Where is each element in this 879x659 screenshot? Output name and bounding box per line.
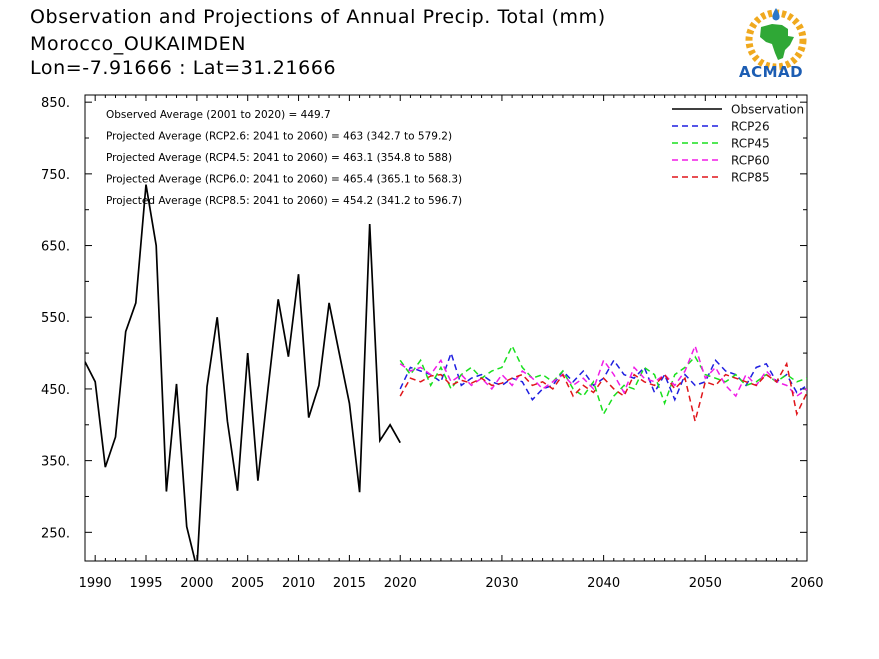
y-tick-label: 550. xyxy=(41,311,70,326)
annotation-text: Projected Average (RCP8.5: 2041 to 2060)… xyxy=(106,195,462,207)
chart-title: Observation and Projections of Annual Pr… xyxy=(30,6,606,28)
legend-label: RCP85 xyxy=(731,171,770,185)
annotation-text: Observed Average (2001 to 2020) = 449.7 xyxy=(106,109,331,121)
y-tick-label: 750. xyxy=(41,168,70,183)
series-line-observation xyxy=(85,184,401,561)
x-tick-label: 2050 xyxy=(689,576,722,591)
x-tick-label: 2000 xyxy=(180,576,213,591)
data-series xyxy=(85,184,807,561)
series-line-rcp60 xyxy=(399,343,807,398)
annotations: Observed Average (2001 to 2020) = 449.7 P… xyxy=(106,109,462,207)
x-tick-label: 2015 xyxy=(333,576,366,591)
plot-frame xyxy=(84,94,808,562)
legend-label: RCP45 xyxy=(731,137,770,151)
station-name: Morocco_OUKAIMDEN xyxy=(30,33,247,55)
y-tick-label: 250. xyxy=(41,526,70,541)
x-tick-labels: 1990 1995 2000 2005 2010 2015 2020 2030 2040 2050… xyxy=(79,576,824,591)
annotation-text: Projected Average (RCP2.6: 2041 to 2060)… xyxy=(106,131,452,143)
station-coordinates: Lon=-7.91666 : Lat=31.21666 xyxy=(30,57,337,79)
x-tick-label: 2030 xyxy=(485,576,518,591)
axis-ticks xyxy=(84,95,808,561)
x-tick-label: 2060 xyxy=(790,576,823,591)
x-tick-label: 2010 xyxy=(282,576,315,591)
y-tick-label: 650. xyxy=(41,240,70,255)
y-tick-labels: 250. 350. 450. 550. 650. 750. 850. xyxy=(41,96,70,541)
series-line-rcp45 xyxy=(399,344,807,416)
series-line-rcp26 xyxy=(399,350,807,402)
legend-label: RCP26 xyxy=(731,120,770,134)
x-tick-label: 2005 xyxy=(231,576,264,591)
series-line-rcp85 xyxy=(399,361,807,422)
x-tick-label: 2040 xyxy=(587,576,620,591)
x-tick-label: 1990 xyxy=(79,576,112,591)
legend: Observation RCP26 RCP45 RCP60 RCP85 xyxy=(672,103,804,185)
y-tick-label: 450. xyxy=(41,383,70,398)
logo-text: ACMAD xyxy=(739,63,804,81)
legend-label: Observation xyxy=(731,103,804,117)
y-tick-label: 350. xyxy=(41,455,70,470)
legend-label: RCP60 xyxy=(731,154,770,168)
x-tick-label: 2020 xyxy=(384,576,417,591)
y-tick-label: 850. xyxy=(41,96,70,111)
annotation-text: Projected Average (RCP6.0: 2041 to 2060)… xyxy=(106,174,462,186)
annotation-text: Projected Average (RCP4.5: 2041 to 2060)… xyxy=(106,152,452,164)
x-tick-label: 1995 xyxy=(129,576,162,591)
